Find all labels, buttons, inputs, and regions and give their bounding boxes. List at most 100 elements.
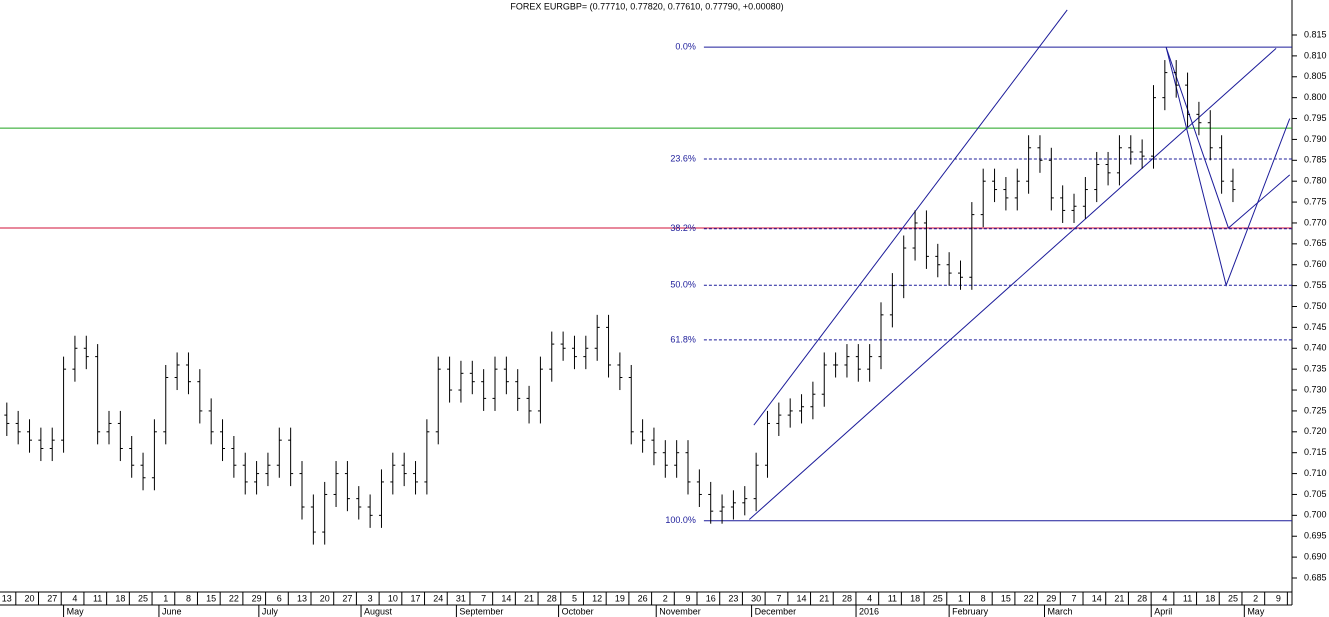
x-tick-label: 6	[277, 593, 282, 603]
x-tick-label: 1	[163, 593, 168, 603]
x-tick-label: 28	[547, 593, 557, 603]
x-tick-label: 7	[481, 593, 486, 603]
x-tick-label: 25	[138, 593, 148, 603]
x-tick-label: 18	[910, 593, 920, 603]
x-tick-label: 12	[592, 593, 602, 603]
y-tick-label: 0.700	[1304, 510, 1327, 520]
x-tick-label: 11	[888, 593, 897, 603]
x-tick-label: 28	[842, 593, 852, 603]
y-tick-label: 0.795	[1304, 113, 1327, 123]
x-tick-label: 30	[751, 593, 761, 603]
x-tick-label: 21	[1114, 593, 1124, 603]
x-tick-label: 15	[1001, 593, 1011, 603]
y-tick-label: 0.770	[1304, 217, 1327, 227]
x-tick-label: 2	[663, 593, 668, 603]
y-tick-label: 0.705	[1304, 489, 1327, 499]
x-tick-label: 29	[1046, 593, 1056, 603]
x-tick-label: 25	[933, 593, 943, 603]
fib-label: 23.6%	[670, 153, 696, 163]
y-tick-label: 0.725	[1304, 405, 1327, 415]
x-tick-label: 27	[47, 593, 57, 603]
x-tick-label: 17	[411, 593, 421, 603]
month-label: November	[659, 606, 701, 616]
y-tick-label: 0.690	[1304, 551, 1327, 561]
y-tick-label: 0.810	[1304, 50, 1327, 60]
y-tick-label: 0.695	[1304, 531, 1327, 541]
x-tick-label: 13	[2, 593, 12, 603]
x-tick-label: 20	[320, 593, 330, 603]
x-tick-label: 18	[115, 593, 125, 603]
y-tick-label: 0.785	[1304, 155, 1327, 165]
x-tick-label: 24	[433, 593, 443, 603]
x-tick-label: 7	[776, 593, 781, 603]
y-tick-label: 0.750	[1304, 301, 1327, 311]
month-label: March	[1047, 606, 1072, 616]
trend-line	[1165, 47, 1291, 287]
y-tick-label: 0.805	[1304, 71, 1327, 81]
x-tick-label: 2	[1253, 593, 1258, 603]
fib-label: 50.0%	[670, 280, 696, 290]
fib-label: 100.0%	[665, 515, 696, 525]
x-tick-label: 14	[1092, 593, 1102, 603]
y-tick-label: 0.710	[1304, 468, 1327, 478]
month-label: August	[364, 606, 393, 616]
x-tick-label: 4	[72, 593, 77, 603]
x-tick-label: 10	[388, 593, 398, 603]
x-tick-label: 8	[981, 593, 986, 603]
x-tick-label: 4	[1162, 593, 1167, 603]
y-tick-label: 0.685	[1304, 572, 1327, 582]
x-tick-label: 27	[342, 593, 352, 603]
fib-label: 0.0%	[675, 41, 696, 51]
y-tick-label: 0.730	[1304, 384, 1327, 394]
x-tick-label: 31	[456, 593, 466, 603]
month-label: September	[459, 606, 503, 616]
x-tick-label: 14	[797, 593, 807, 603]
month-label: May	[1247, 606, 1265, 616]
x-tick-label: 9	[1276, 593, 1281, 603]
y-tick-label: 0.775	[1304, 196, 1327, 206]
month-label: October	[562, 606, 594, 616]
x-tick-label: 26	[638, 593, 648, 603]
x-tick-label: 9	[685, 593, 690, 603]
x-tick-label: 22	[1024, 593, 1034, 603]
month-label: July	[262, 606, 279, 616]
x-tick-label: 4	[867, 593, 872, 603]
y-tick-label: 0.800	[1304, 92, 1327, 102]
month-label: June	[162, 606, 182, 616]
trend-line	[1165, 47, 1291, 229]
x-tick-label: 25	[1228, 593, 1238, 603]
x-tick-label: 8	[186, 593, 191, 603]
x-tick-label: 11	[1183, 593, 1192, 603]
x-tick-label: 3	[368, 593, 373, 603]
month-label: May	[67, 606, 85, 616]
y-tick-label: 0.755	[1304, 280, 1327, 290]
x-tick-label: 28	[1137, 593, 1147, 603]
x-tick-label: 18	[1205, 593, 1215, 603]
y-tick-label: 0.815	[1304, 29, 1327, 39]
y-tick-label: 0.780	[1304, 176, 1327, 186]
y-tick-label: 0.720	[1304, 426, 1327, 436]
x-tick-label: 21	[819, 593, 829, 603]
x-tick-label: 16	[706, 593, 716, 603]
month-label: February	[952, 606, 989, 616]
y-tick-label: 0.715	[1304, 447, 1327, 457]
fib-label: 38.2%	[670, 223, 696, 233]
fib-label: 61.8%	[670, 334, 696, 344]
month-label: December	[755, 606, 797, 616]
x-tick-label: 15	[206, 593, 216, 603]
x-tick-label: 21	[524, 593, 534, 603]
x-tick-label: 13	[297, 593, 307, 603]
x-tick-label: 19	[615, 593, 625, 603]
x-tick-label: 7	[1072, 593, 1077, 603]
y-tick-label: 0.735	[1304, 364, 1327, 374]
y-tick-label: 0.745	[1304, 322, 1327, 332]
trend-line	[748, 47, 1277, 520]
chart-title: FOREX EURGBP= (0.77710, 0.77820, 0.77610…	[510, 1, 783, 11]
month-label: April	[1154, 606, 1172, 616]
y-tick-label: 0.760	[1304, 259, 1327, 269]
x-tick-label: 29	[252, 593, 262, 603]
x-tick-label: 5	[572, 593, 577, 603]
y-tick-label: 0.790	[1304, 134, 1327, 144]
